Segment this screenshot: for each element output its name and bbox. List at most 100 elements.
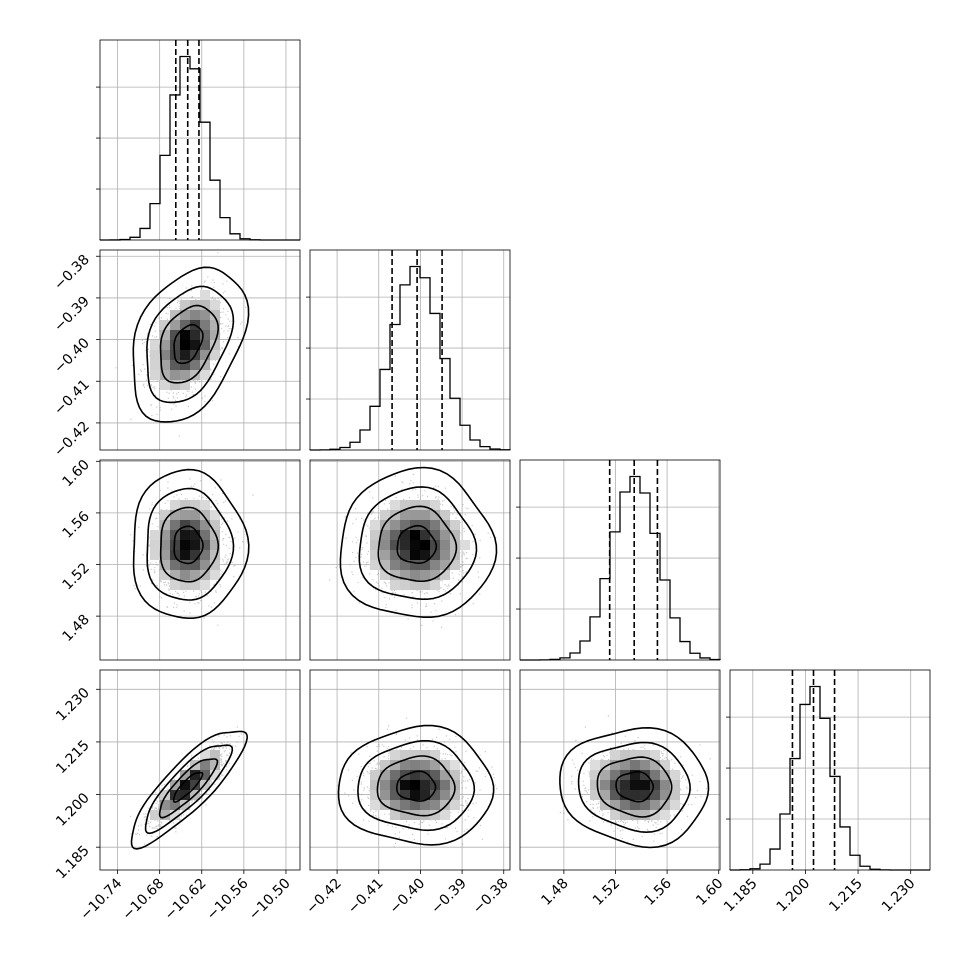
density-cell: [150, 550, 160, 560]
density-cell: [590, 760, 600, 770]
density-cell: [390, 550, 400, 560]
histogram-step: [99, 55, 300, 241]
density-cell: [160, 570, 170, 580]
density-cell: [200, 500, 210, 510]
density-cell: [660, 810, 670, 820]
density-cell: [180, 510, 190, 520]
density-cell: [210, 350, 220, 360]
density-cell: [390, 570, 400, 580]
density-cell: [180, 580, 190, 590]
contour-line: [144, 744, 234, 835]
density-cell: [190, 570, 200, 580]
x-tick-label: 1.215: [826, 876, 866, 916]
density-cell: [430, 570, 440, 580]
density-cell: [410, 580, 420, 590]
density-cell: [400, 560, 410, 570]
hist-panel-1: [306, 249, 511, 451]
density-cell: [170, 500, 180, 510]
scatter-panel-3-0: [99, 669, 301, 871]
contour-line: [376, 755, 456, 817]
panel-frame: [99, 459, 301, 661]
density-cell: [630, 760, 640, 770]
density-cell: [390, 780, 400, 790]
density-cell: [440, 790, 450, 800]
density-cell: [620, 760, 630, 770]
density-cell: [200, 340, 210, 350]
x-tick-label: −10.74: [77, 875, 125, 923]
y-tick-label: 1.230: [53, 685, 93, 725]
panel-frame: [309, 249, 511, 451]
density-cell: [430, 580, 440, 590]
density-cell: [210, 550, 220, 560]
density-cell: [610, 760, 620, 770]
density-cell: [200, 540, 210, 550]
contour-line: [396, 524, 438, 564]
density-cell: [210, 760, 220, 770]
density-cell: [670, 790, 680, 800]
density-cell: [390, 580, 400, 590]
density-cell: [650, 800, 660, 810]
density-cell: [420, 560, 430, 570]
density-cell: [650, 790, 660, 800]
density-cell: [430, 770, 440, 780]
contour-line: [158, 758, 219, 819]
density-cell: [590, 790, 600, 800]
panel-frame: [99, 669, 301, 871]
density-cell: [190, 500, 200, 510]
density-cell: [430, 540, 440, 550]
density-cell: [200, 370, 210, 380]
density-cell: [430, 760, 440, 770]
density-cell: [370, 530, 380, 540]
density-cell: [370, 540, 380, 550]
density-cell: [440, 560, 450, 570]
density-cell: [380, 550, 390, 560]
density-cell: [420, 510, 430, 520]
density-cell: [660, 770, 670, 780]
density-cell: [200, 360, 210, 370]
density-cell: [180, 540, 190, 550]
density-cell: [410, 800, 420, 810]
density-cell: [430, 530, 440, 540]
density-cell: [630, 800, 640, 810]
density-cell: [170, 560, 180, 570]
density-cell: [420, 520, 430, 530]
density-cell: [400, 810, 410, 820]
density-cell: [610, 770, 620, 780]
density-cell: [380, 790, 390, 800]
density-cell: [170, 800, 180, 810]
density-cell: [410, 550, 420, 560]
density-cell: [590, 780, 600, 790]
density-cell: [390, 760, 400, 770]
density-cell: [160, 790, 170, 800]
density-cell: [420, 750, 430, 760]
density-cell: [620, 780, 630, 790]
density-cell: [450, 760, 460, 770]
density-cell: [430, 790, 440, 800]
density-cell: [390, 500, 400, 510]
density-cell: [650, 780, 660, 790]
density-cell: [380, 570, 390, 580]
density-cell: [400, 550, 410, 560]
density-cell: [190, 530, 200, 540]
density-cell: [400, 520, 410, 530]
y-tick-label: 1.56: [59, 508, 92, 541]
density-cell: [170, 310, 180, 320]
contour-line: [172, 771, 204, 803]
density-cell: [160, 370, 170, 380]
density-cell: [390, 810, 400, 820]
density-cell: [420, 800, 430, 810]
density-cell: [370, 770, 380, 780]
density-cell: [450, 560, 460, 570]
scatter-panel-3-1: [309, 669, 511, 871]
contour-line: [358, 486, 478, 600]
density-cell: [660, 780, 670, 790]
density-cell: [610, 810, 620, 820]
contour-line: [159, 304, 220, 384]
density-cell: [400, 780, 410, 790]
density-cell: [640, 770, 650, 780]
density-cell: [150, 340, 160, 350]
density-cell: [380, 540, 390, 550]
density-cell: [180, 570, 190, 580]
density-cell: [190, 540, 200, 550]
density-cell: [200, 570, 210, 580]
